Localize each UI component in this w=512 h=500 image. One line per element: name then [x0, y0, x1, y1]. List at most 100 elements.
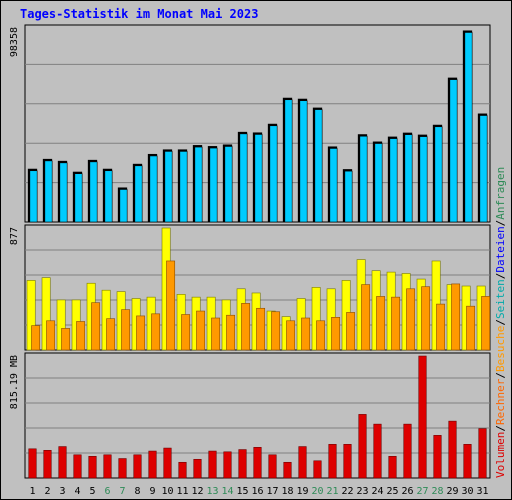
- day-label: 16: [251, 486, 263, 497]
- ymax-label: 877: [9, 227, 20, 245]
- bar-besuche: [166, 260, 176, 351]
- bar-volumen: [43, 450, 52, 479]
- legend-dateien: Dateien: [494, 226, 507, 272]
- legend-text: Volumen/Rechner/Besuche/Seiten/Dateien/A…: [494, 167, 507, 478]
- legend-separator: /: [494, 425, 507, 432]
- bar-besuche: [421, 286, 431, 351]
- bar-besuche: [376, 296, 386, 351]
- legend-anfragen: Anfragen: [494, 167, 507, 220]
- chart-title: Tages-Statistik im Monat Mai 2023: [20, 7, 258, 21]
- day-label: 23: [356, 486, 368, 497]
- bar-besuche: [196, 310, 206, 351]
- bar-dateien: [254, 134, 263, 223]
- bar-volumen: [463, 444, 472, 479]
- day-label: 29: [446, 486, 458, 497]
- day-label: 11: [176, 486, 188, 497]
- legend-volumen: Volumen: [494, 432, 507, 478]
- day-label: 8: [134, 486, 140, 497]
- bar-besuche: [181, 314, 191, 351]
- bar-dateien: [119, 189, 128, 223]
- bar-volumen: [88, 455, 97, 479]
- bar-dateien: [449, 79, 458, 223]
- bar-seiten: [41, 277, 51, 351]
- bar-volumen: [208, 450, 217, 479]
- bar-besuche: [301, 317, 311, 351]
- bar-dateien: [149, 155, 158, 223]
- day-label: 24: [371, 486, 383, 497]
- day-label: 28: [431, 486, 443, 497]
- bar-dateien: [404, 134, 413, 223]
- bar-volumen: [343, 444, 352, 479]
- bar-dateien: [434, 126, 443, 223]
- bar-besuche: [46, 320, 56, 351]
- bar-dateien: [224, 146, 233, 223]
- bar-seiten: [311, 287, 321, 351]
- bar-volumen: [478, 428, 487, 479]
- bar-besuche: [316, 320, 326, 351]
- bar-volumen: [238, 449, 247, 479]
- bar-volumen: [298, 446, 307, 479]
- bar-volumen: [418, 355, 427, 479]
- day-label: 25: [386, 486, 398, 497]
- bar-dateien: [299, 100, 308, 223]
- bar-dateien: [464, 32, 473, 223]
- bar-dateien: [479, 115, 488, 223]
- bar-volumen: [118, 458, 127, 479]
- bar-dateien: [194, 146, 203, 223]
- bar-volumen: [328, 444, 337, 479]
- legend-separator: /: [494, 319, 507, 326]
- bar-dateien: [419, 136, 428, 223]
- bar-dateien: [389, 138, 398, 223]
- bar-volumen: [403, 423, 412, 479]
- legend-separator: /: [494, 273, 507, 280]
- bar-besuche: [346, 312, 356, 351]
- day-label: 12: [191, 486, 203, 497]
- bar-dateien: [44, 160, 53, 223]
- bar-besuche: [151, 313, 161, 351]
- bar-volumen: [133, 454, 142, 479]
- day-label: 9: [149, 486, 155, 497]
- bar-dateien: [329, 148, 338, 223]
- bar-besuche: [226, 314, 236, 351]
- bar-besuche: [241, 303, 251, 351]
- bar-dateien: [179, 151, 188, 223]
- bar-dateien: [104, 170, 113, 223]
- bar-seiten: [26, 280, 36, 351]
- bar-besuche: [256, 307, 266, 351]
- bar-dateien: [269, 125, 278, 223]
- day-label: 22: [341, 486, 353, 497]
- legend-separator: /: [494, 372, 507, 379]
- bar-volumen: [373, 423, 382, 479]
- bar-besuche: [391, 296, 401, 351]
- day-labels: 1 2 3 4 5 6 7 8 9 10 11 12 13 14 15 16 17 18 19 20 21 22 23 24 2…: [29, 486, 488, 497]
- panel-1: 98358: [9, 24, 491, 223]
- legend-seiten: Seiten: [494, 279, 507, 319]
- bar-dateien: [29, 170, 38, 223]
- bar-volumen: [313, 460, 322, 479]
- day-label: 18: [281, 486, 293, 497]
- bar-volumen: [253, 447, 262, 479]
- day-label: 21: [326, 486, 338, 497]
- legend-rechner: Rechner: [494, 378, 507, 425]
- bar-besuche: [106, 318, 116, 351]
- bar-besuche: [91, 302, 101, 351]
- day-label: 10: [161, 486, 173, 497]
- bar-volumen: [358, 414, 367, 479]
- bar-dateien: [89, 161, 98, 223]
- bar-dateien: [164, 151, 173, 223]
- bar-volumen: [433, 435, 442, 479]
- day-label: 1: [29, 486, 35, 497]
- bar-volumen: [28, 448, 37, 479]
- day-label: 13: [206, 486, 218, 497]
- day-label: 3: [59, 486, 65, 497]
- bar-besuche: [61, 328, 71, 351]
- ymax-label: 815.19 MB: [9, 355, 20, 409]
- bar-volumen: [178, 461, 187, 479]
- bar-besuche: [436, 303, 446, 351]
- day-label: 2: [44, 486, 50, 497]
- day-label: 7: [119, 486, 125, 497]
- day-label: 14: [221, 486, 233, 497]
- bar-dateien: [359, 135, 368, 223]
- bar-besuche: [286, 320, 296, 351]
